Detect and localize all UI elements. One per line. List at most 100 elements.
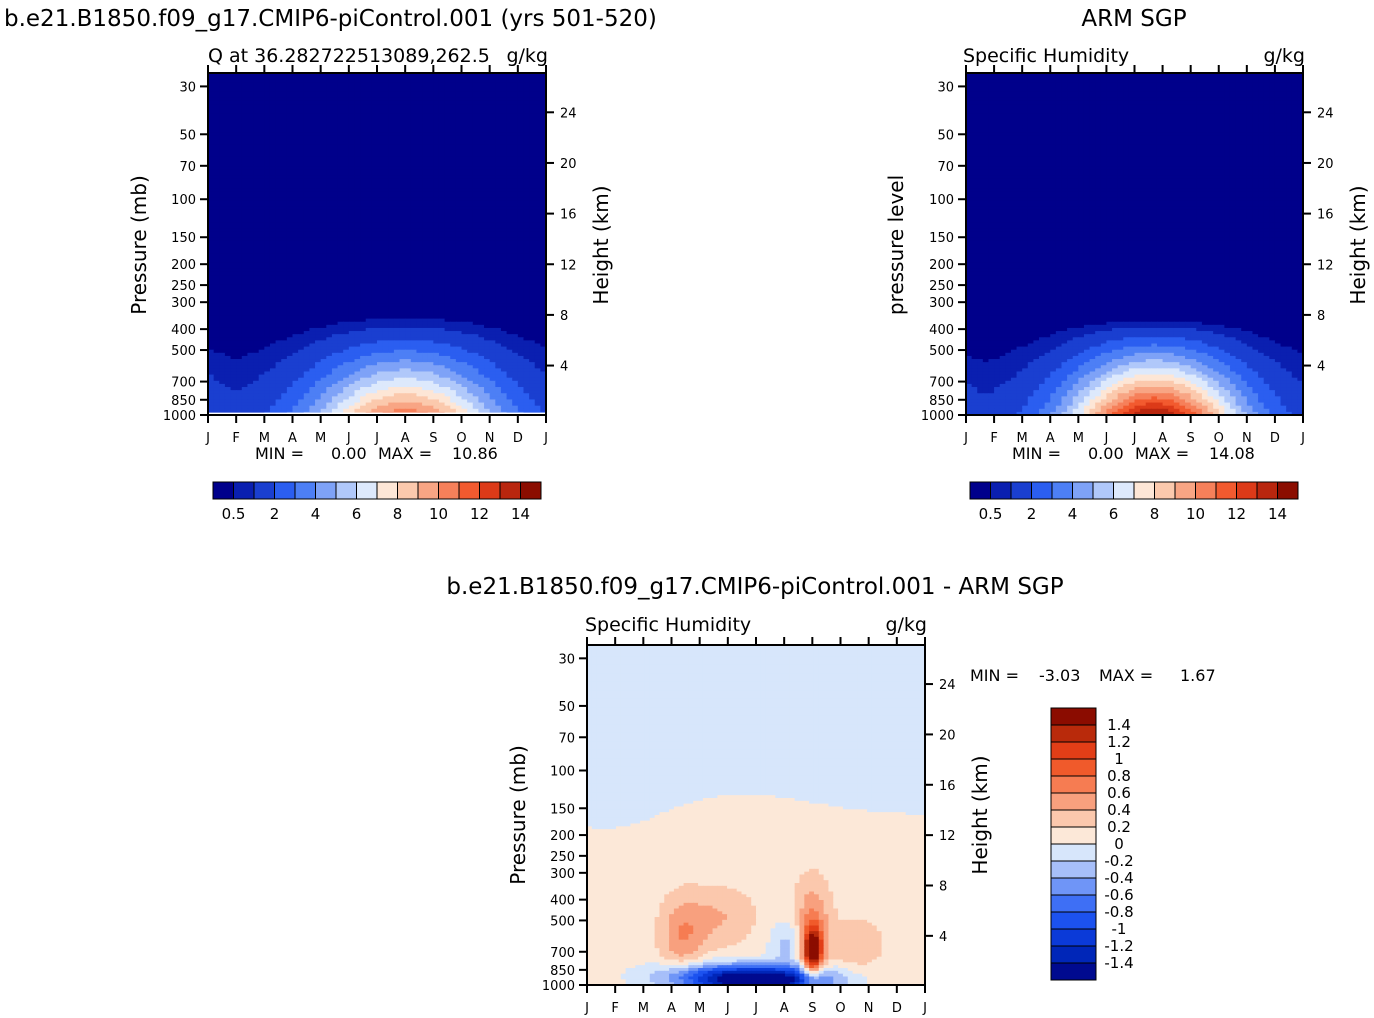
contour-cell [292, 200, 299, 205]
contour-cell [377, 169, 384, 174]
contour-cell [523, 175, 530, 180]
contour-cell [230, 169, 237, 174]
contour-cell [348, 172, 356, 177]
contour-cell [450, 76, 457, 80]
contour-cell [495, 88, 502, 93]
contour-cell [529, 287, 536, 292]
contour-cell [529, 181, 536, 186]
contour-cell [331, 206, 339, 211]
contour-cell [433, 240, 440, 245]
contour-cell [236, 278, 243, 282]
contour-cell [320, 104, 327, 108]
contour-cell [422, 91, 429, 96]
contour-cell [433, 144, 440, 149]
contour-cell [230, 250, 237, 254]
contour-cell [208, 206, 215, 211]
contour-cell [309, 169, 316, 174]
contour-cell [377, 125, 384, 130]
contour-cell [354, 79, 361, 83]
contour-cell [405, 265, 412, 270]
contour-cell [416, 315, 423, 320]
contour-cell [438, 268, 446, 273]
contour-cell [444, 156, 451, 161]
contour-cell [360, 271, 367, 276]
contour-cell [393, 160, 401, 164]
contour-cell [365, 293, 372, 298]
contour-cell [264, 156, 271, 161]
contour-cell [433, 206, 440, 211]
contour-cell [472, 73, 479, 77]
contour-cell [253, 100, 260, 105]
figure-title-diff: b.e21.B1850.f09_g17.CMIP6-piControl.001 … [446, 574, 1063, 600]
contour-cell [523, 250, 530, 254]
contour-cell [365, 271, 372, 276]
contour-cell [213, 73, 220, 77]
contour-cell [495, 265, 502, 270]
contour-cell [495, 73, 502, 77]
contour-cell [292, 287, 299, 292]
contour-cell [444, 203, 451, 208]
contour-cell [264, 306, 271, 310]
contour-cell [371, 253, 378, 258]
contour-cell [258, 125, 265, 130]
contour-cell [264, 231, 271, 236]
contour-cell [540, 76, 546, 80]
contour-cell [377, 296, 384, 301]
contour-cell [348, 278, 356, 282]
contour-cell [484, 85, 491, 90]
contour-cell [461, 259, 468, 264]
contour-cell [534, 244, 541, 248]
contour-cell [416, 268, 423, 273]
contour-cell [540, 284, 546, 289]
contour-cell [484, 318, 491, 323]
contour-cell [320, 287, 327, 292]
contour-cell [500, 268, 508, 273]
contour-cell [326, 306, 333, 310]
contour-cell [230, 188, 237, 192]
contour-cell [241, 312, 249, 317]
contour-cell [478, 271, 485, 276]
contour-cell [506, 327, 513, 332]
contour-cell [213, 79, 220, 83]
contour-cell [298, 296, 305, 301]
contour-cell [506, 222, 513, 226]
contour-cell [478, 299, 485, 304]
contour-cell [213, 219, 220, 223]
contour-cell [275, 85, 282, 90]
contour-cell [489, 203, 496, 208]
contour-cell [534, 259, 541, 264]
contour-cell [354, 163, 361, 167]
contour-cell [315, 290, 322, 295]
contour-cell [309, 222, 316, 226]
contour-cell [236, 312, 243, 317]
contour-cell [241, 219, 249, 223]
contour-cell [450, 132, 457, 136]
contour-cell [393, 231, 401, 236]
contour-cell [472, 163, 479, 167]
contour-cell [523, 240, 530, 245]
contour-cell [208, 94, 215, 99]
contour-cell [303, 194, 310, 198]
contour-cell [224, 104, 232, 108]
contour-cell [241, 160, 249, 164]
contour-cell [529, 293, 536, 298]
contour-cell [264, 327, 271, 332]
contour-cell [388, 287, 395, 292]
contour-cell [343, 153, 350, 158]
contour-cell [208, 293, 215, 298]
contour-cell [450, 293, 457, 298]
contour-cell [348, 169, 356, 174]
contour-cell [506, 209, 513, 214]
contour-cell [213, 172, 220, 177]
contour-cell [315, 287, 322, 292]
contour-cell [529, 94, 536, 99]
contour-cell [275, 73, 282, 77]
contour-cell [286, 181, 294, 186]
contour-cell [371, 141, 378, 146]
contour-cell [269, 144, 277, 149]
contour-cell [309, 256, 316, 261]
contour-cell [298, 107, 305, 111]
contour-cell [399, 91, 406, 96]
contour-cell [309, 262, 316, 267]
contour-cell [506, 296, 513, 301]
